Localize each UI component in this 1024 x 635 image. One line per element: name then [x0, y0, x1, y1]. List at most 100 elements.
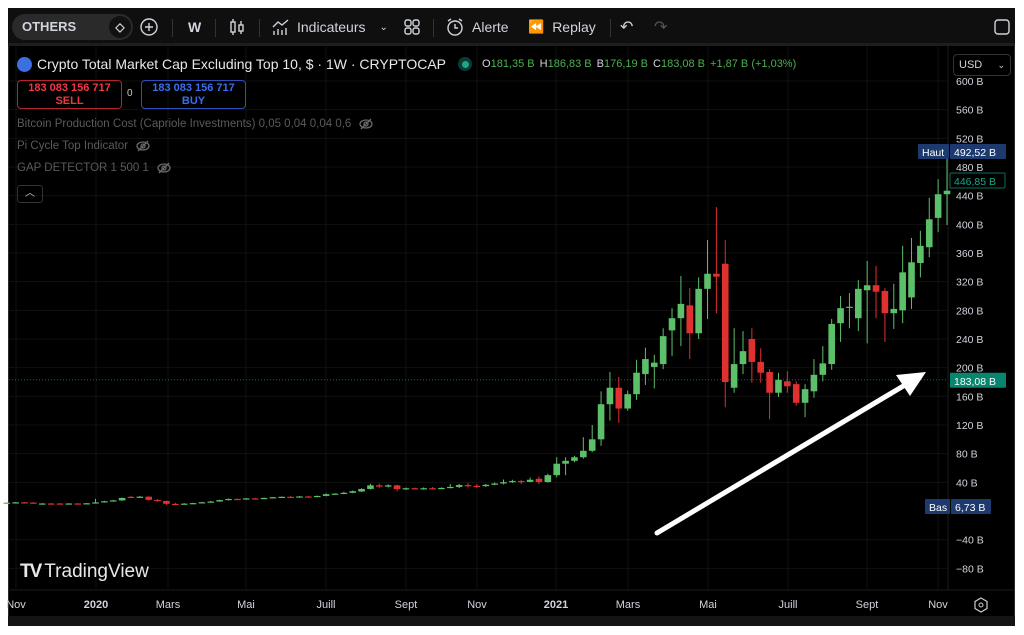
candle [65, 503, 73, 505]
indicator-production-cost[interactable]: Bitcoin Production Cost (Capriole Invest… [17, 118, 373, 130]
replay-button[interactable]: ⏪ Replay [528, 8, 596, 46]
time-axis-settings-icon[interactable] [973, 597, 989, 613]
candle [127, 495, 135, 499]
candle [544, 473, 552, 483]
interval-button[interactable]: W [188, 19, 202, 35]
candle-body [925, 219, 933, 248]
eye-off-icon[interactable] [359, 118, 373, 130]
indicator-pi-cycle[interactable]: Pi Cycle Top Indicator [17, 140, 150, 152]
x-tick-label: 2020 [84, 599, 108, 611]
candle-body [491, 483, 498, 485]
candle-body [198, 502, 206, 504]
candle [163, 500, 170, 505]
candle [792, 381, 800, 406]
rewind-icon: ⏪ [528, 19, 545, 34]
series-title[interactable]: Crypto Total Market Cap Excluding Top 10… [37, 56, 447, 72]
candle [482, 484, 490, 487]
candle [225, 498, 232, 501]
candle [118, 497, 126, 501]
fullscreen-button[interactable] [993, 8, 1011, 46]
candle-body [446, 486, 454, 489]
collapse-legend-button[interactable]: ︿ [17, 185, 43, 203]
candle [535, 476, 543, 485]
y-tick-label: 440 B [956, 191, 983, 203]
candle-body [917, 245, 924, 264]
candle-body [482, 484, 490, 487]
candle-body [615, 387, 623, 409]
sell-button[interactable]: 183 083 156 717 SELL [17, 80, 122, 109]
candle-body [704, 273, 711, 289]
candle-body [74, 503, 82, 505]
candle [943, 158, 951, 226]
high-value-bg [950, 144, 1006, 159]
candle-body [828, 323, 835, 365]
candle-body [358, 488, 365, 492]
candle-body [766, 371, 773, 393]
candle [83, 502, 90, 505]
indicator-gap-detector[interactable]: GAP DETECTOR 1 500 1 [17, 162, 171, 174]
candle-body [819, 363, 827, 375]
candle-body [3, 502, 11, 504]
candle-body [464, 485, 472, 487]
candle-body [180, 503, 188, 505]
x-tick-label: Nov [928, 599, 948, 611]
candle [863, 260, 871, 344]
candle [633, 359, 640, 400]
symbol-search[interactable]: OTHERS ◇ [12, 14, 133, 40]
change-value: +1,87 B (+1,03%) [710, 58, 797, 70]
x-tick-label: Nov [6, 599, 26, 611]
candlestick-icon [230, 19, 244, 35]
candle-body [101, 501, 108, 503]
layouts-button[interactable] [403, 8, 421, 46]
candle-body [83, 503, 90, 505]
y-tick-label: 320 B [956, 277, 983, 289]
candle-body [517, 481, 525, 483]
low-value: 6,73 B [955, 502, 985, 514]
trend-arrow [654, 372, 926, 536]
alert-label: Alerte [472, 19, 509, 35]
candle-body [730, 364, 738, 388]
eye-off-icon[interactable] [157, 162, 171, 174]
high-label: Haut [922, 147, 944, 159]
chevron-down-icon[interactable]: ⌄ [379, 21, 388, 33]
candle [411, 487, 419, 490]
chart-type-button[interactable] [229, 8, 245, 46]
candle-body [269, 497, 277, 499]
redo-button[interactable]: ↷ [654, 8, 667, 46]
eye-off-icon[interactable] [136, 140, 150, 152]
indicators-button[interactable]: Indicateurs ⌄ [271, 8, 388, 46]
diamond-icon[interactable]: ◇ [109, 16, 131, 38]
alert-button[interactable]: Alerte [445, 8, 509, 46]
y-tick-label: 240 B [956, 334, 983, 346]
candle-body [145, 496, 152, 500]
candle [562, 457, 569, 476]
candle [38, 503, 46, 505]
candle-body [881, 290, 889, 314]
tradingview-logo: TV TradingView [20, 561, 149, 582]
y-tick-label: 520 B [956, 133, 983, 145]
x-tick-label: Sept [856, 599, 879, 611]
undo-button[interactable]: ↶ [620, 8, 633, 46]
currency-select[interactable]: USD ⌄ [953, 54, 1011, 76]
candle-body [56, 503, 64, 505]
candle [748, 328, 756, 383]
add-symbol-button[interactable] [139, 8, 159, 46]
low-value-bg [951, 499, 991, 514]
candle [12, 501, 19, 504]
candle [784, 371, 791, 393]
candle-body [544, 475, 552, 483]
redo-icon: ↷ [654, 19, 668, 36]
candle-body [438, 487, 445, 490]
candle-body [455, 485, 463, 487]
candle [47, 503, 55, 505]
buy-button[interactable]: 183 083 156 717 BUY [141, 80, 246, 109]
candle [376, 483, 383, 488]
candle-body [837, 308, 844, 324]
candle [597, 391, 605, 446]
candle [287, 496, 294, 499]
candle-body [65, 503, 73, 505]
candle-body [172, 503, 179, 506]
top-toolbar: OTHERS ◇ W Indicateurs ⌄ Alerte ⏪ Replay ↶ … [8, 8, 1015, 46]
candle-body [225, 498, 232, 501]
